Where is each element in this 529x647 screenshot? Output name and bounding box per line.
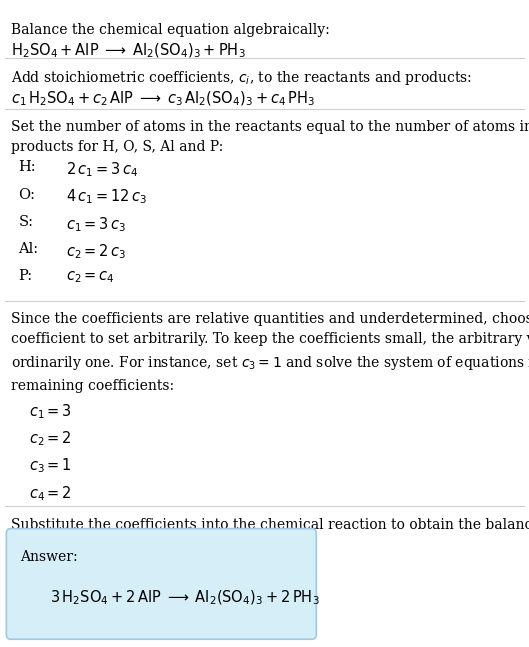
Text: $2\,c_1 = 3\,c_4$: $2\,c_1 = 3\,c_4$ bbox=[66, 160, 139, 179]
Text: O:: O: bbox=[19, 188, 35, 202]
Text: $c_2 = c_4$: $c_2 = c_4$ bbox=[66, 269, 115, 285]
Text: Substitute the coefficients into the chemical reaction to obtain the balanced
eq: Substitute the coefficients into the che… bbox=[11, 518, 529, 552]
Text: $3\,\mathrm{H_2SO_4} + 2\,\mathrm{AlP}\;\longrightarrow\; \mathrm{Al_2(SO_4)_3} : $3\,\mathrm{H_2SO_4} + 2\,\mathrm{AlP}\;… bbox=[50, 589, 320, 607]
Text: Add stoichiometric coefficients, $c_i$, to the reactants and products:: Add stoichiometric coefficients, $c_i$, … bbox=[11, 69, 472, 87]
Text: S:: S: bbox=[19, 215, 33, 229]
Text: $c_1 = 3\,c_3$: $c_1 = 3\,c_3$ bbox=[66, 215, 126, 234]
Text: $c_2 = 2$: $c_2 = 2$ bbox=[29, 430, 72, 448]
Text: Since the coefficients are relative quantities and underdetermined, choose a
coe: Since the coefficients are relative quan… bbox=[11, 312, 529, 393]
Text: Answer:: Answer: bbox=[20, 550, 78, 564]
Text: Set the number of atoms in the reactants equal to the number of atoms in the
pro: Set the number of atoms in the reactants… bbox=[11, 120, 529, 154]
FancyBboxPatch shape bbox=[6, 529, 316, 639]
Text: Al:: Al: bbox=[19, 242, 39, 256]
Text: P:: P: bbox=[19, 269, 33, 283]
Text: $4\,c_1 = 12\,c_3$: $4\,c_1 = 12\,c_3$ bbox=[66, 188, 148, 206]
Text: $c_2 = 2\,c_3$: $c_2 = 2\,c_3$ bbox=[66, 242, 126, 261]
Text: Balance the chemical equation algebraically:: Balance the chemical equation algebraica… bbox=[11, 23, 330, 38]
Text: $c_4 = 2$: $c_4 = 2$ bbox=[29, 484, 72, 503]
Text: $c_3 = 1$: $c_3 = 1$ bbox=[29, 457, 72, 476]
Text: $c_1\,\mathrm{H_2SO_4} + c_2\,\mathrm{AlP}\;\longrightarrow\; c_3\,\mathrm{Al_2(: $c_1\,\mathrm{H_2SO_4} + c_2\,\mathrm{Al… bbox=[11, 89, 315, 107]
Text: H:: H: bbox=[19, 160, 36, 175]
Text: $c_1 = 3$: $c_1 = 3$ bbox=[29, 402, 72, 421]
Text: $\mathrm{H_2SO_4 + AlP\;\longrightarrow\; Al_2(SO_4)_3 + PH_3}$: $\mathrm{H_2SO_4 + AlP\;\longrightarrow\… bbox=[11, 41, 245, 60]
